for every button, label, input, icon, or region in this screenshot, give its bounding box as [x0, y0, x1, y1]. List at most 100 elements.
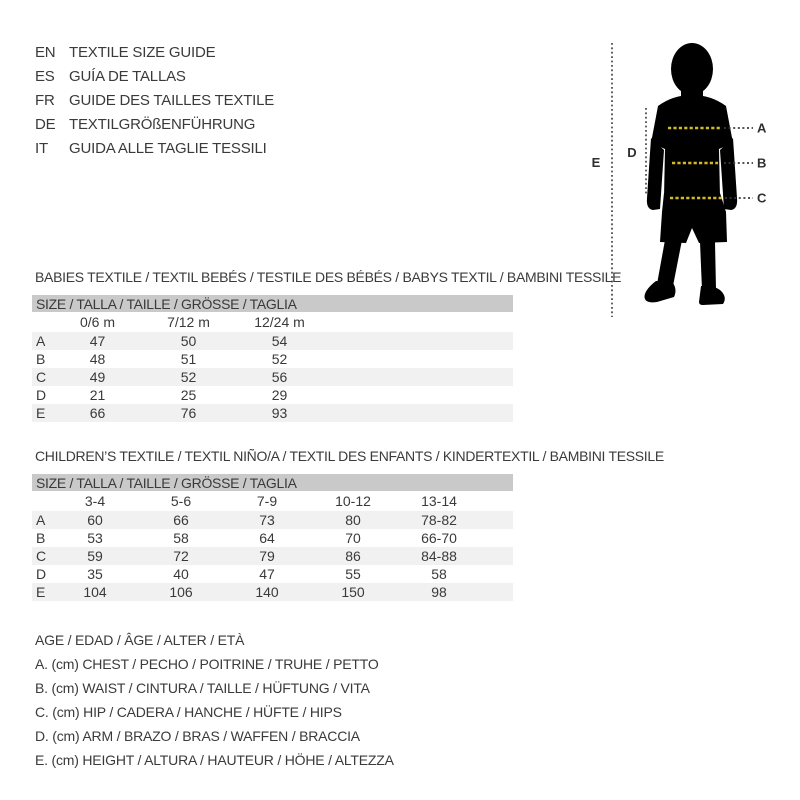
table-row: E 66 76 93: [32, 404, 513, 422]
language-row-en: EN TEXTILE SIZE GUIDE: [35, 40, 274, 64]
cell: 21: [89, 387, 106, 403]
legend-waist-row: B. (cm) WAIST / CINTURA / TAILLE / HÜFTU…: [35, 680, 370, 696]
language-code: ES: [35, 67, 55, 85]
row-label: A: [36, 333, 46, 349]
cell: 59: [87, 548, 103, 564]
cell: 54: [271, 333, 288, 349]
row-label: B: [36, 351, 46, 367]
cell: 73: [259, 512, 275, 528]
cell: 35: [87, 566, 103, 582]
diagram-label-c: C: [757, 191, 767, 206]
cell: 25: [180, 387, 197, 403]
cell: 55: [345, 566, 361, 582]
language-title: GUIDE DES TAILLES TEXTILE: [69, 91, 275, 109]
column-header: 12/24 m: [254, 314, 305, 330]
cell: 64: [259, 530, 275, 546]
cell: 86: [345, 548, 361, 564]
cell: 66: [89, 405, 106, 421]
language-row-it: IT GUIDA ALLE TAGLIE TESSILI: [35, 136, 274, 160]
table-row: A 60 66 73 80 78-82: [32, 511, 513, 529]
cell: 50: [180, 333, 197, 349]
language-title: GUIDA ALLE TAGLIE TESSILI: [69, 139, 267, 157]
column-header: 7/12 m: [167, 314, 210, 330]
cell: 60: [87, 512, 103, 528]
babies-size-header: SIZE / TALLA / TAILLE / GRÖSSE / TAGLIA: [32, 295, 513, 312]
cell: 47: [89, 333, 106, 349]
table-row: B 53 58 64 70 66-70: [32, 529, 513, 547]
row-label: E: [36, 584, 46, 600]
table-row: A 47 50 54: [32, 332, 513, 350]
column-header: 7-9: [256, 493, 278, 509]
language-title: TEXTILGRÖßENFÜHRUNG: [69, 115, 256, 133]
legend-hip-row: C. (cm) HIP / CADERA / HANCHE / HÜFTE / …: [35, 704, 342, 720]
cell: 79: [259, 548, 275, 564]
language-row-fr: FR GUIDE DES TAILLES TEXTILE: [35, 88, 274, 112]
language-title: TEXTILE SIZE GUIDE: [69, 43, 216, 61]
column-header: 0/6 m: [79, 314, 115, 330]
cell: 76: [180, 405, 197, 421]
column-header: 3-4: [84, 493, 106, 509]
cell: 40: [173, 566, 189, 582]
cell: 93: [271, 405, 288, 421]
diagram-label-d: D: [627, 145, 636, 160]
legend-chest-row: A. (cm) CHEST / PECHO / POITRINE / TRUHE…: [35, 656, 379, 672]
column-header: 5-6: [170, 493, 192, 509]
table-row: E 104 106 140 150 98: [32, 583, 513, 601]
children-section-heading: CHILDREN’S TEXTILE / TEXTIL NIÑO/A / TEX…: [35, 448, 664, 464]
diagram-label-b: B: [757, 156, 766, 171]
children-size-header: SIZE / TALLA / TAILLE / GRÖSSE / TAGLIA: [32, 474, 513, 491]
cell: 84-88: [421, 548, 457, 564]
cell: 52: [271, 351, 288, 367]
measurement-diagram: A B C D E: [592, 43, 767, 317]
cell: 51: [180, 351, 197, 367]
row-label: C: [36, 369, 47, 385]
cell: 66: [173, 512, 189, 528]
language-code: IT: [35, 139, 48, 157]
table-row: C 59 72 79 86 84-88: [32, 547, 513, 565]
legend-arm-row: D. (cm) ARM / BRAZO / BRAS / WAFFEN / BR…: [35, 728, 360, 744]
legend-age-row: AGE / EDAD / ÂGE / ALTER / ETÀ: [35, 632, 245, 648]
babies-size-table: SIZE / TALLA / TAILLE / GRÖSSE / TAGLIA …: [32, 295, 513, 422]
cell: 52: [180, 369, 197, 385]
cell: 70: [345, 530, 361, 546]
table-row: C 49 52 56: [32, 368, 513, 386]
cell: 47: [259, 566, 275, 582]
cell: 140: [255, 584, 279, 600]
children-size-table: SIZE / TALLA / TAILLE / GRÖSSE / TAGLIA …: [32, 474, 513, 601]
column-header: 13-14: [421, 493, 457, 509]
diagram-label-a: A: [757, 121, 767, 136]
language-code: DE: [35, 115, 56, 133]
cell: 66-70: [421, 530, 457, 546]
language-row-de: DE TEXTILGRÖßENFÜHRUNG: [35, 112, 274, 136]
table-row: D 35 40 47 55 58: [32, 565, 513, 583]
child-silhouette-icon: [644, 43, 738, 305]
babies-section-heading: BABIES TEXTILE / TEXTIL BEBÉS / TESTILE …: [35, 269, 622, 285]
row-label: E: [36, 405, 46, 421]
cell: 56: [271, 369, 288, 385]
cell: 150: [341, 584, 365, 600]
cell: 80: [345, 512, 361, 528]
cell: 58: [431, 566, 447, 582]
cell: 106: [169, 584, 193, 600]
row-label: C: [36, 548, 47, 564]
cell: 58: [173, 530, 189, 546]
cell: 78-82: [421, 512, 457, 528]
row-label: A: [36, 512, 46, 528]
language-code: EN: [35, 43, 56, 61]
row-label: B: [36, 530, 46, 546]
language-code: FR: [35, 91, 55, 109]
language-list: EN TEXTILE SIZE GUIDE ES GUÍA DE TALLAS …: [35, 40, 274, 160]
table-row: D 21 25 29: [32, 386, 513, 404]
cell: 72: [173, 548, 189, 564]
row-label: D: [36, 566, 47, 582]
cell: 98: [431, 584, 447, 600]
legend-height-row: E. (cm) HEIGHT / ALTURA / HAUTEUR / HÖHE…: [35, 752, 394, 768]
children-column-headers: 3-4 5-6 7-9 10-12 13-14: [32, 491, 513, 511]
cell: 48: [89, 351, 106, 367]
cell: 49: [89, 369, 106, 385]
babies-column-headers: 0/6 m 7/12 m 12/24 m: [32, 312, 513, 332]
cell: 104: [83, 584, 107, 600]
cell: 29: [271, 387, 288, 403]
column-header: 10-12: [335, 493, 371, 509]
